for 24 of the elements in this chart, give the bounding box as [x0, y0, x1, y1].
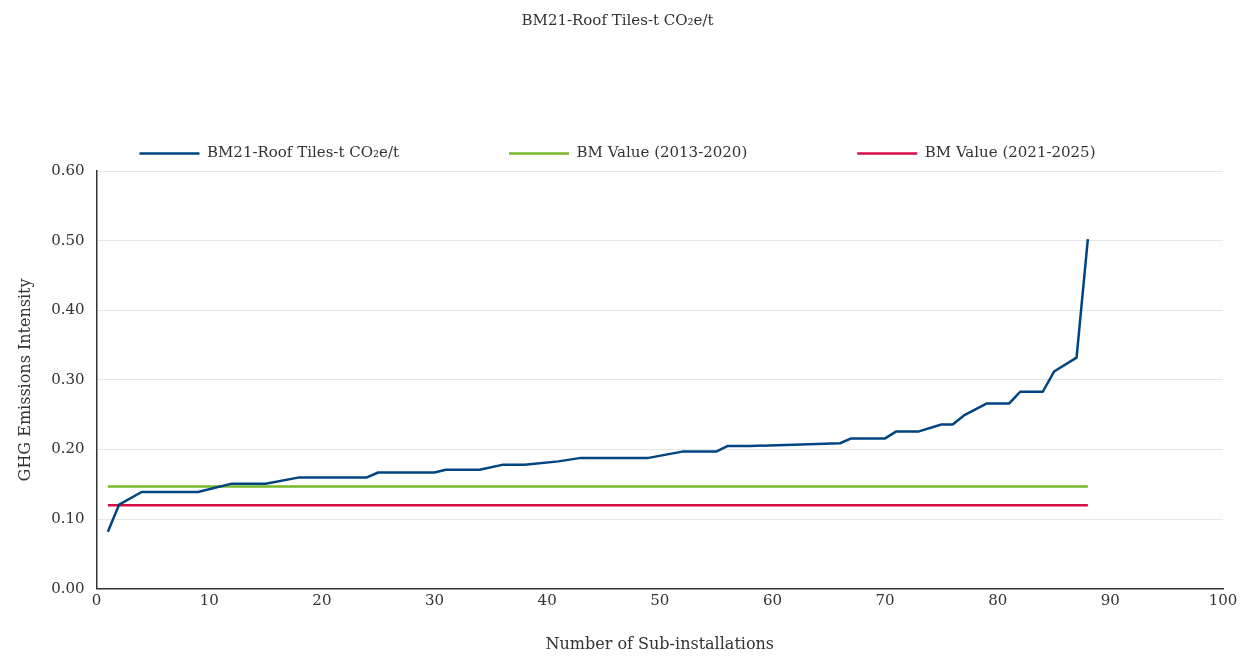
y-tick-label: 0.40 — [51, 300, 85, 319]
y-tick-label: 0.20 — [51, 439, 85, 458]
legend-label: BM Value (2021-2025) — [924, 143, 1096, 162]
x-tick-label: 100 — [1208, 590, 1238, 609]
legend-label: BM Value (2013-2020) — [576, 143, 748, 162]
x-tick-label: 40 — [537, 590, 557, 609]
chart-title: BM21-Roof Tiles-t CO₂e/t — [521, 10, 714, 29]
x-tick-label: 50 — [650, 590, 670, 609]
x-tick-label: 10 — [199, 590, 219, 609]
x-tick-label: 60 — [762, 590, 782, 609]
x-tick-label: 80 — [988, 590, 1008, 609]
x-tick-label: 30 — [424, 590, 445, 609]
y-tick-label: 0.10 — [51, 509, 85, 528]
x-axis-title: Number of Sub-installations — [545, 633, 775, 653]
x-tick-label: 90 — [1100, 590, 1120, 609]
y-axis-title: GHG Emissions Intensity — [14, 278, 34, 482]
x-tick-label: 0 — [91, 590, 102, 609]
x-tick-label: 70 — [875, 590, 895, 609]
legend-label: BM21-Roof Tiles-t CO₂e/t — [206, 143, 399, 162]
y-tick-label: 0.60 — [51, 160, 85, 179]
y-tick-label: 0.30 — [51, 369, 85, 388]
y-tick-label: 0.00 — [51, 578, 85, 597]
y-tick-label: 0.50 — [51, 230, 85, 249]
x-tick-label: 20 — [312, 590, 332, 609]
